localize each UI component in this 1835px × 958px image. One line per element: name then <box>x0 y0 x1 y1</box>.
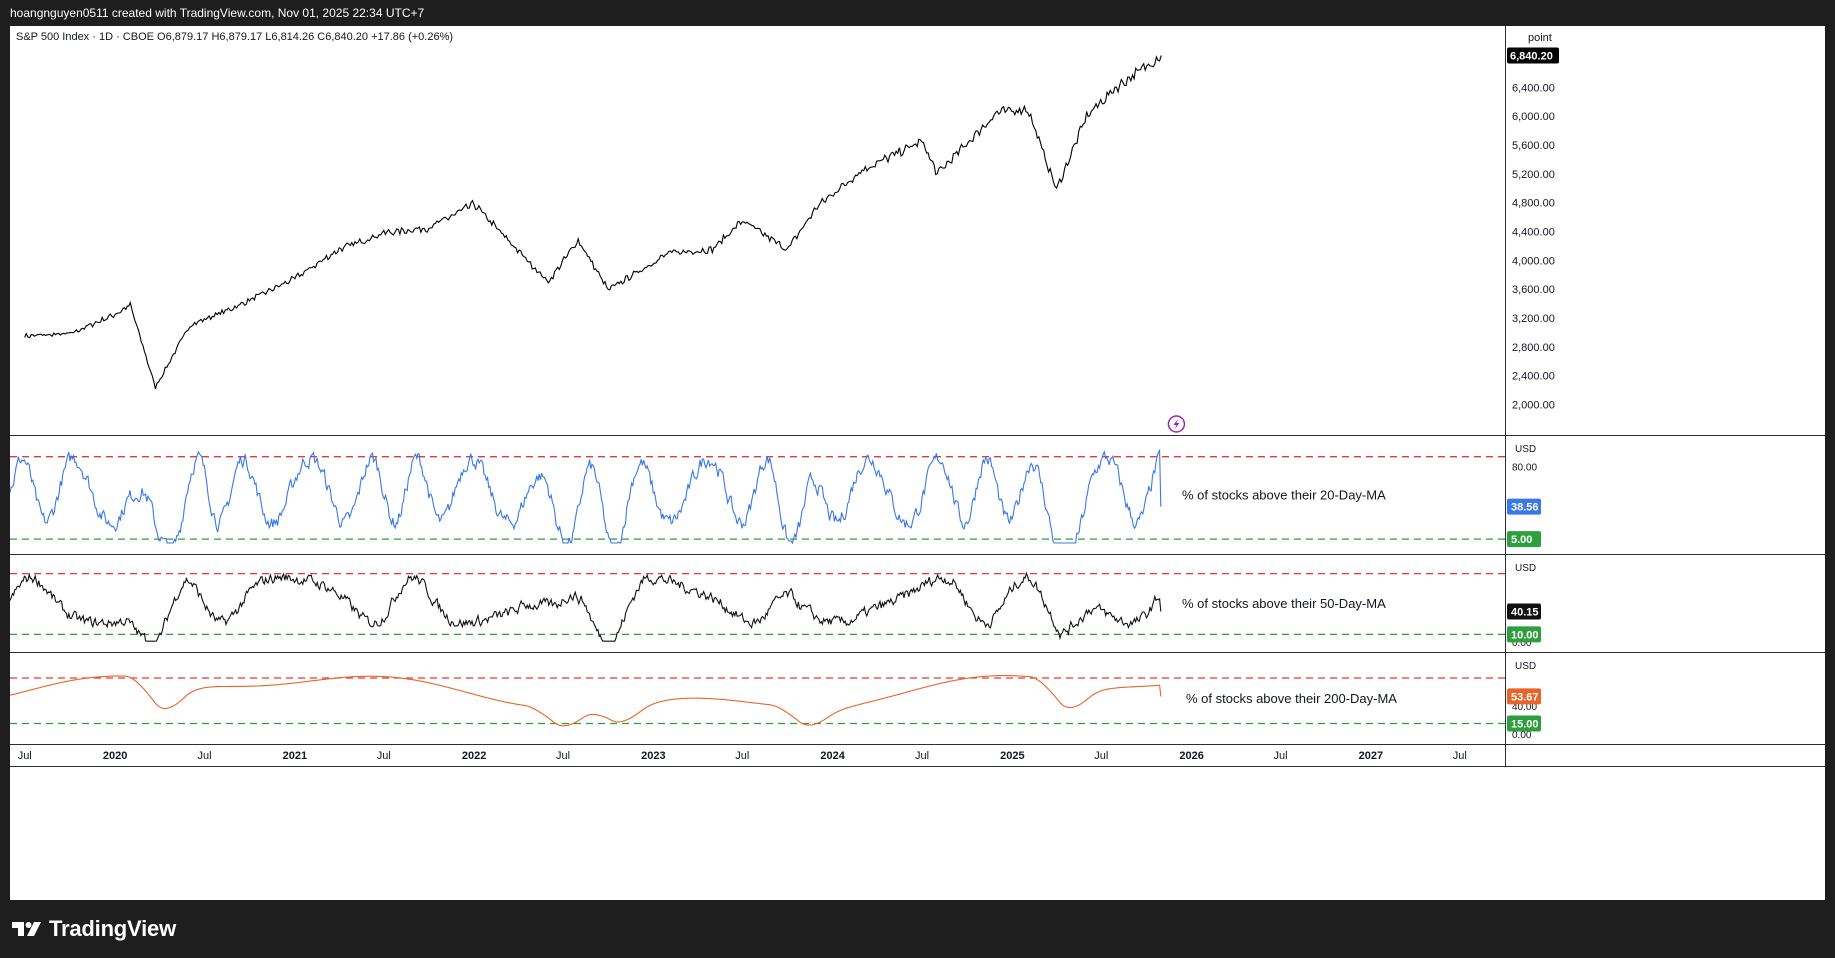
price-axis-tick: 3,600.00 <box>1512 284 1555 296</box>
breadth-series-line[interactable] <box>10 448 1162 545</box>
threshold-label-bg <box>1507 626 1541 643</box>
time-axis-label: 2023 <box>641 750 665 762</box>
time-axis-label: 2026 <box>1179 750 1203 762</box>
threshold-label: 5.00 <box>1511 534 1532 546</box>
breadth-series-line[interactable] <box>10 675 1162 727</box>
indicator-axis-tick: 0.00 <box>1512 730 1532 741</box>
price-axis-unit: point <box>1528 32 1552 44</box>
time-axis-label: 2022 <box>462 750 486 762</box>
threshold-label: 15.00 <box>1511 719 1539 731</box>
last-price-label-bg <box>1507 47 1559 64</box>
price-axis-tick: 2,800.00 <box>1512 342 1555 354</box>
price-axis-tick: 5,600.00 <box>1512 140 1555 152</box>
indicator-axis-unit: USD <box>1515 563 1536 574</box>
indicator-last-value-bg <box>1507 603 1541 620</box>
time-axis-label: Jul <box>1453 750 1467 762</box>
attribution-text: hoangnguyen0511 created with TradingView… <box>10 6 425 20</box>
time-axis-label: 2024 <box>820 750 845 762</box>
brand-name: TradingView <box>49 916 176 941</box>
indicator-last-value: 53.67 <box>1511 691 1539 703</box>
series-name-label: % of stocks above their 20-Day-MA <box>1182 488 1386 503</box>
footer: TradingView <box>0 900 1835 958</box>
indicator-axis-unit: USD <box>1515 661 1536 672</box>
indicator-last-value: 38.56 <box>1511 502 1539 514</box>
attribution-bar: hoangnguyen0511 created with TradingView… <box>0 0 1835 26</box>
price-axis-tick: 5,200.00 <box>1512 169 1555 181</box>
sp500-price-line[interactable] <box>24 55 1162 390</box>
time-axis-label: Jul <box>915 750 929 762</box>
time-axis-label: 2021 <box>283 750 307 762</box>
time-axis-label: Jul <box>556 750 570 762</box>
main-legend: S&P 500 Index · 1D · CBOE O6,879.17 H6,8… <box>16 31 453 43</box>
series-name-label: % of stocks above their 50-Day-MA <box>1182 596 1386 611</box>
indicator-axis-tick: 40.00 <box>1512 702 1537 713</box>
time-axis-label: Jul <box>1274 750 1288 762</box>
indicator-last-value-bg <box>1507 688 1541 705</box>
tradingview-logo-icon <box>12 922 41 936</box>
indicator-last-value-bg <box>1507 498 1541 515</box>
last-price-label: 6,840.20 <box>1510 51 1553 63</box>
threshold-label: 10.00 <box>1511 629 1539 641</box>
price-axis-tick: 3,200.00 <box>1512 313 1555 325</box>
price-axis-tick: 2,400.00 <box>1512 371 1555 383</box>
time-axis-label: Jul <box>735 750 749 762</box>
price-axis-tick: 4,400.00 <box>1512 227 1555 239</box>
price-axis-tick: 2,000.00 <box>1512 400 1555 412</box>
indicator-axis-tick: 0.00 <box>1512 638 1532 649</box>
time-axis-label: 2025 <box>1000 750 1024 762</box>
tradingview-logo[interactable]: TradingView <box>12 916 176 942</box>
chart-svg[interactable]: point 2,000.00 2,400.00 2,800.00 3,200.00 3,6… <box>10 26 1825 900</box>
price-axis-tick: 4,000.00 <box>1512 255 1555 267</box>
breadth-series-line[interactable] <box>10 571 1162 642</box>
time-axis-label: 2020 <box>103 750 127 762</box>
price-axis-tick: 6,000.00 <box>1512 111 1555 123</box>
threshold-label-bg <box>1507 531 1541 548</box>
indicator-axis-tick: 80.00 <box>1512 462 1537 473</box>
time-axis-label: Jul <box>18 750 32 762</box>
lightning-icon[interactable] <box>1167 415 1186 433</box>
chart-background <box>10 26 1825 900</box>
price-axis-tick: 6,400.00 <box>1512 82 1555 94</box>
time-axis-label: Jul <box>377 750 391 762</box>
price-axis-tick: 4,800.00 <box>1512 198 1555 210</box>
indicator-axis-unit: USD <box>1515 444 1536 455</box>
time-axis-label: 2027 <box>1359 750 1383 762</box>
series-name-label: % of stocks above their 200-Day-MA <box>1186 691 1397 706</box>
chart-area[interactable]: point 2,000.00 2,400.00 2,800.00 3,200.00 3,6… <box>10 26 1825 900</box>
threshold-label-bg <box>1507 715 1541 732</box>
time-axis-label: Jul <box>1094 750 1108 762</box>
indicator-last-value: 40.15 <box>1511 606 1539 618</box>
time-axis-label: Jul <box>197 750 211 762</box>
